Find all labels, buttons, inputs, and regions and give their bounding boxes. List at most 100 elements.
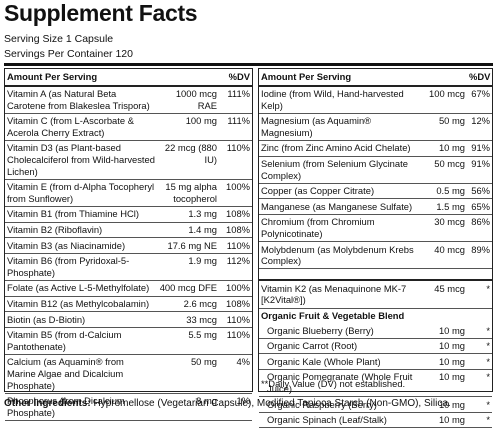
nutrient-amount: 400 mcg DFE (157, 280, 219, 297)
nutrient-row: Vitamin C (from L-Ascorbate & Acerola Ch… (5, 113, 252, 141)
nutrient-name: Vitamin E (from d-Alpha Tocopheryl from … (5, 179, 157, 207)
nutrient-amount: 1000 mcg RAE (157, 85, 219, 114)
nutrient-amount: 45 mcg (423, 280, 467, 309)
nutrient-name: Vitamin B2 (Riboflavin) (5, 222, 157, 239)
nutrient-dv: * (467, 353, 492, 370)
nutrient-dv: 110% (219, 327, 252, 355)
nutrient-amount: 0.5 mg (423, 183, 467, 200)
nutrient-name: Vitamin A (as Natural Beta Carotene from… (5, 85, 157, 114)
nutrient-dv: * (467, 396, 492, 413)
nutrient-name: Manganese (as Manganese Sulfate) (259, 198, 423, 215)
nutrient-row: Biotin (as D-Biotin) 33 mcg 110% (5, 311, 252, 328)
nutrient-name: Vitamin B3 (as Niacinamide) (5, 237, 157, 254)
nutrient-name: Organic Blueberry (Berry) (259, 323, 423, 339)
nutrient-dv: 91% (467, 156, 492, 184)
nutrient-amount: 1.5 mg (423, 198, 467, 215)
header-amount: Amount Per Serving (5, 69, 157, 87)
nutrient-row: Selenium (from Selenium Glycinate Comple… (259, 156, 492, 184)
nutrient-name: Calcium (as Aquamin® from Marine Algae a… (5, 354, 157, 394)
nutrient-row: Iodine (from Wild, Hand-harvested Kelp) 1… (259, 85, 492, 114)
nutrient-name: Vitamin B1 (from Thiamine HCl) (5, 206, 157, 223)
nutrient-amount: 10 mg (423, 369, 467, 398)
header-row: Amount Per Serving %DV (259, 69, 492, 87)
nutrient-amount: 10 mg (423, 412, 467, 428)
header-dv: %DV (467, 69, 492, 87)
nutrient-row: Vitamin B12 (as Methylcobalamin) 2.6 mcg 1… (5, 296, 252, 313)
thick-rule (4, 63, 493, 66)
nutrient-amount: 10 mg (423, 323, 467, 339)
nutrient-row: Vitamin D3 (as Plant-based Cholecalcifer… (5, 140, 252, 180)
nutrient-name: Zinc (from Zinc Amino Acid Chelate) (259, 140, 423, 157)
nutrient-amount: 5.5 mg (157, 327, 219, 355)
nutrient-dv: 100% (219, 179, 252, 207)
header-dv: %DV (219, 69, 252, 87)
nutrient-dv: * (467, 323, 492, 339)
nutrient-row: Folate (as Active L-5-Methylfolate) 400 m… (5, 280, 252, 297)
blend-title-row: Organic Fruit & Vegetable Blend (259, 308, 492, 323)
nutrient-amount: 10 mg (423, 338, 467, 355)
nutrient-row: Vitamin E (from d-Alpha Tocopheryl from … (5, 179, 252, 207)
nutrient-row: Vitamin B5 (from d-Calcium Pantothenate)… (5, 327, 252, 355)
nutrient-name: Organic Spinach (Leaf/Stalk) (259, 412, 423, 428)
nutrient-amount: 15 mg alpha tocopherol (157, 179, 219, 207)
nutrient-dv: 112% (219, 253, 252, 281)
nutrient-amount: 10 mg (423, 353, 467, 370)
nutrient-name: Copper (as Copper Citrate) (259, 183, 423, 200)
nutrient-amount: 30 mcg (423, 214, 467, 243)
nutrient-row: Chromium (from Chromium Polynicotinate) 3… (259, 214, 492, 243)
nutrient-amount: 17.6 mg NE (157, 237, 219, 254)
nutrient-dv: 91% (467, 140, 492, 157)
other-text: Hypromellose (Vegetarian Capsule), Modif… (93, 398, 451, 409)
left-panel: Amount Per Serving %DV Vitamin A (as Natur… (4, 68, 253, 421)
nutrient-dv: 12% (467, 113, 492, 141)
nutrient-dv: * (467, 412, 492, 428)
nutrient-dv: 108% (219, 206, 252, 223)
nutrient-dv: 111% (219, 113, 252, 141)
footnote: **Daily Value (DV) not established. (261, 378, 406, 389)
nutrient-name: Vitamin B6 (from Pyridoxal-5-Phosphate) (5, 253, 157, 281)
left-table: Amount Per Serving %DV Vitamin A (as Natur… (5, 69, 252, 421)
nutrient-amount: 40 mcg (423, 241, 467, 270)
nutrient-dv: 56% (467, 183, 492, 200)
nutrient-name: Magnesium (as Aquamin® Magnesium) (259, 113, 423, 141)
nutrient-amount: 1.3 mg (157, 206, 219, 223)
nutrient-row: Organic Carrot (Root) 10 mg * (259, 338, 492, 355)
serving-size: Serving Size 1 Capsule (4, 33, 114, 45)
nutrient-dv: 89% (467, 241, 492, 270)
nutrient-row: Organic Raspberry (Berry) 10 mg * (259, 396, 492, 413)
nutrient-row: Copper (as Copper Citrate) 0.5 mg 56% (259, 183, 492, 200)
title: Supplement Facts (4, 0, 198, 26)
nutrient-dv: 4% (219, 354, 252, 394)
header-row: Amount Per Serving %DV (5, 69, 252, 87)
nutrient-amount: 10 mg (423, 396, 467, 413)
nutrient-dv: 100% (219, 280, 252, 297)
right-panel: Amount Per Serving %DV Iodine (from Wild, … (258, 68, 493, 428)
nutrient-name: Vitamin B12 (as Methylcobalamin) (5, 296, 157, 313)
nutrient-amount: 33 mcg (157, 311, 219, 328)
nutrient-dv: * (467, 280, 492, 309)
header-amount: Amount Per Serving (259, 69, 423, 87)
nutrient-name: Chromium (from Chromium Polynicotinate) (259, 214, 423, 243)
nutrient-row: Vitamin A (as Natural Beta Carotene from… (5, 85, 252, 114)
right-table: Amount Per Serving %DV Iodine (from Wild, … (259, 69, 492, 270)
nutrient-name: Organic Kale (Whole Plant) (259, 353, 423, 370)
nutrient-name: Folate (as Active L-5-Methylfolate) (5, 280, 157, 297)
nutrient-name: Organic Raspberry (Berry) (259, 396, 423, 413)
nutrient-dv: 108% (219, 222, 252, 239)
nutrient-amount: 1.4 mg (157, 222, 219, 239)
nutrient-dv: 67% (467, 85, 492, 114)
nutrient-name: Vitamin C (from L-Ascorbate & Acerola Ch… (5, 113, 157, 141)
supplement-label: Supplement Facts Serving Size 1 Capsule … (4, 0, 493, 428)
nutrient-amount: 50 mg (157, 354, 219, 394)
nutrient-row: Organic Pomegranate (Whole Fruit Juice) 1… (259, 369, 492, 398)
nutrient-dv: 108% (219, 296, 252, 313)
nutrient-name: Organic Carrot (Root) (259, 338, 423, 355)
nutrient-amount: 100 mcg (423, 85, 467, 114)
nutrient-row: Molybdenum (as Molybdenum Krebs Complex)… (259, 241, 492, 270)
nutrient-row: Zinc (from Zinc Amino Acid Chelate) 10 mg… (259, 140, 492, 157)
nutrient-row: Calcium (as Aquamin® from Marine Algae a… (5, 354, 252, 394)
nutrient-dv: 65% (467, 198, 492, 215)
nutrient-name: Iodine (from Wild, Hand-harvested Kelp) (259, 85, 423, 114)
nutrient-row: Magnesium (as Aquamin® Magnesium) 50 mg 12… (259, 113, 492, 141)
nutrient-amount: 1.9 mg (157, 253, 219, 281)
